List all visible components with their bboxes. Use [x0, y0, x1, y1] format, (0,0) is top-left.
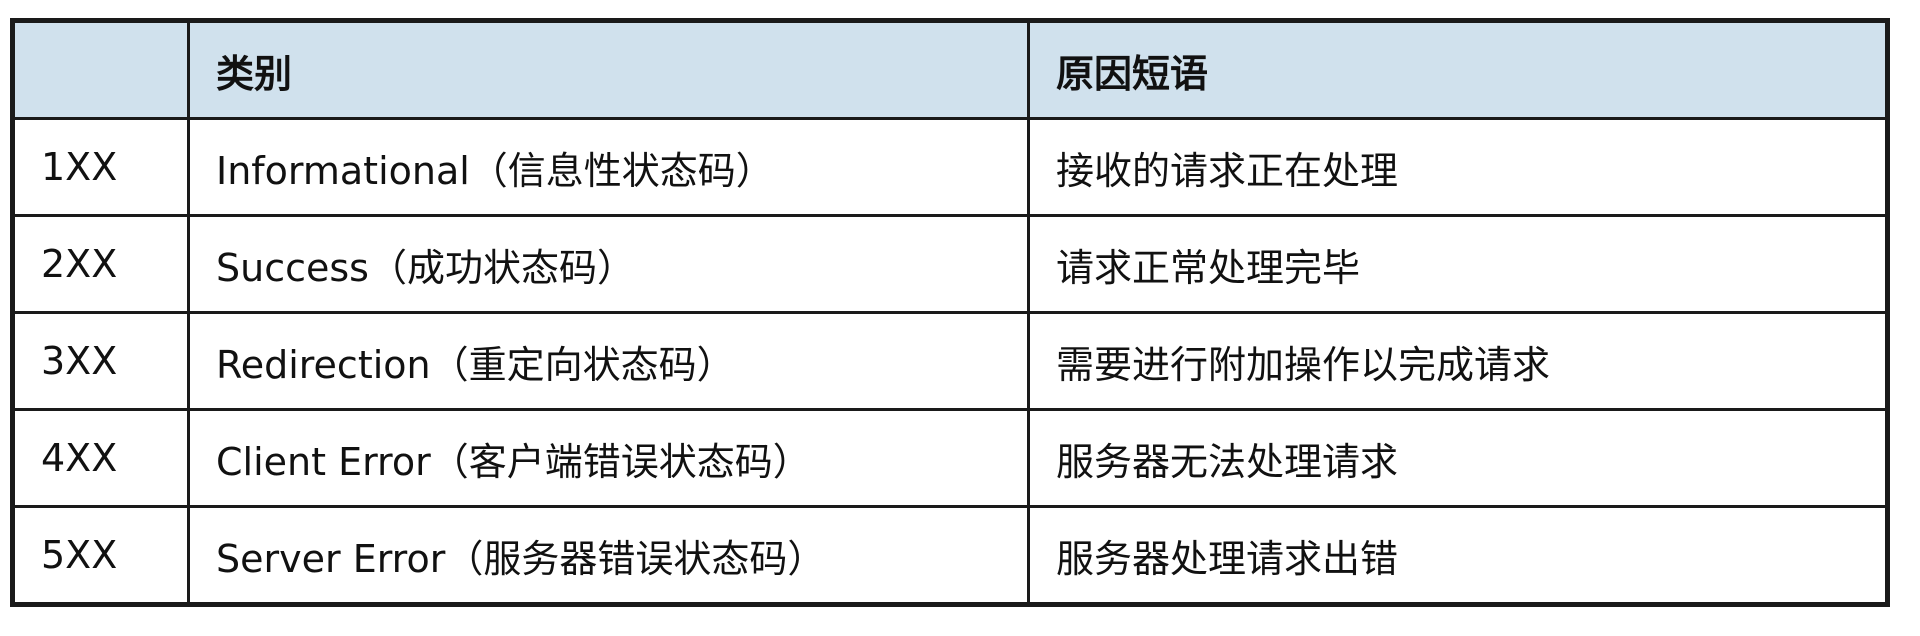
- table-row: 4XX Client Error（客户端错误状态码） 服务器无法处理请求: [11, 408, 1889, 508]
- table-row: 3XX Redirection（重定向状态码） 需要进行附加操作以完成请求: [11, 311, 1889, 411]
- code-cell: 3XX: [11, 311, 190, 411]
- code-cell: 5XX: [11, 505, 190, 606]
- code-cell: 2XX: [11, 214, 190, 314]
- category-cell: Client Error（客户端错误状态码）: [187, 408, 1030, 508]
- category-cell: Redirection（重定向状态码）: [187, 311, 1030, 411]
- code-cell: 4XX: [11, 408, 190, 508]
- reason-cell: 服务器无法处理请求: [1027, 408, 1889, 508]
- reason-cell: 接收的请求正在处理: [1027, 117, 1889, 217]
- reason-cell: 请求正常处理完毕: [1027, 214, 1889, 314]
- category-cell: Success（成功状态码）: [187, 214, 1030, 314]
- status-code-table: 类别 原因短语 1XX Informational（信息性状态码） 接收的请求正…: [10, 18, 1890, 607]
- category-cell: Informational（信息性状态码）: [187, 117, 1030, 217]
- table-row: 1XX Informational（信息性状态码） 接收的请求正在处理: [11, 117, 1889, 217]
- table-row: 2XX Success（成功状态码） 请求正常处理完毕: [11, 214, 1889, 314]
- header-reason: 原因短语: [1027, 19, 1889, 120]
- reason-cell: 需要进行附加操作以完成请求: [1027, 311, 1889, 411]
- category-cell: Server Error（服务器错误状态码）: [187, 505, 1030, 606]
- header-row: 类别 原因短语: [11, 19, 1889, 120]
- header-category: 类别: [187, 19, 1030, 120]
- header-code: [11, 19, 190, 120]
- code-cell: 1XX: [11, 117, 190, 217]
- table-row: 5XX Server Error（服务器错误状态码） 服务器处理请求出错: [11, 505, 1889, 606]
- reason-cell: 服务器处理请求出错: [1027, 505, 1889, 606]
